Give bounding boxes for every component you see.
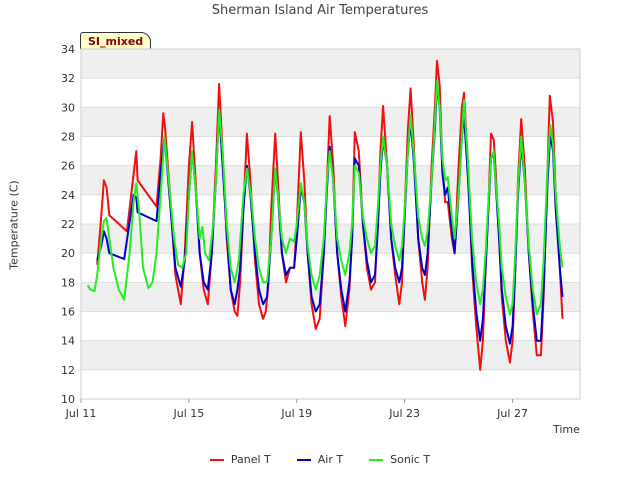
y-tick-label: 24 [61,189,75,202]
axes [80,48,581,400]
legend-item: Panel T [209,453,271,466]
y-tick-label: 12 [61,364,75,377]
plot-frame [80,48,581,400]
x-tick-label: Jul 19 [280,407,312,420]
legend-label: Panel T [230,453,271,466]
legend: Panel T Air T Sonic T [0,453,640,466]
chart-title: Sherman Island Air Temperatures [211,3,429,18]
legend-item: Sonic T [369,453,430,466]
legend-label: Air T [317,453,344,466]
y-tick-label: 14 [61,335,75,348]
series-lines [86,59,564,371]
legend-swatch [296,458,311,461]
legend-swatch [369,458,384,461]
x-tick-label: Jul 11 [65,407,97,420]
x-axis-label: Time [553,423,580,436]
y-tick-label: 16 [61,306,75,319]
y-axis-ticks: 10 12 14 16 18 20 22 24 26 28 30 32 34 [61,43,75,406]
legend-item: Air T [296,453,344,466]
x-tick-label: Jul 27 [496,407,528,420]
legend-label: Sonic T [390,453,431,466]
y-tick-label: 10 [61,393,75,406]
y-tick-label: 22 [61,218,75,231]
grid-band [81,224,580,254]
x-tick-label: Jul 23 [388,407,420,420]
y-tick-label: 34 [61,43,75,56]
x-axis-ticks: Jul 11 Jul 15 Jul 19 Jul 23 Jul 27 [65,399,528,420]
y-tick-label: 32 [61,72,75,85]
y-tick-label: 30 [61,101,75,114]
y-tick-label: 26 [61,160,75,173]
legend-swatch [209,458,224,461]
series-line-panel-t [96,59,564,371]
y-tick-label: 28 [61,131,75,144]
grid-band [81,49,580,79]
grid-band [81,282,580,312]
grid-band [81,165,580,195]
grid-band [81,340,580,370]
x-tick-label: Jul 15 [173,407,205,420]
y-tick-label: 18 [61,276,75,289]
series-line-sonic-t [86,80,564,316]
y-tick-label: 20 [61,247,75,260]
